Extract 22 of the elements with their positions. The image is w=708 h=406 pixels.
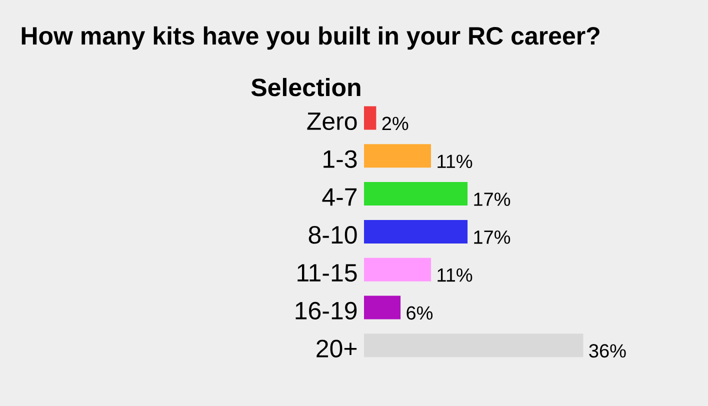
chart-title: How many kits have you built in your RC career? xyxy=(22,26,600,50)
y-tick-label: 8-10 xyxy=(308,226,357,244)
y-tick-label: Zero xyxy=(307,112,357,130)
bar xyxy=(364,258,431,282)
bar xyxy=(364,220,468,244)
y-axis-title: Selection xyxy=(251,78,360,96)
y-tick-label: 4-7 xyxy=(322,188,357,206)
bar xyxy=(364,296,401,320)
bar xyxy=(364,144,431,168)
y-tick-label: 1-3 xyxy=(324,150,357,168)
data-label: 11% xyxy=(438,154,472,168)
y-tick-label: 16-19 xyxy=(296,302,357,320)
bar xyxy=(364,106,376,130)
data-label: 11% xyxy=(438,268,472,282)
data-label: 6% xyxy=(406,306,433,320)
y-tick-label: 11-15 xyxy=(298,264,357,282)
data-label: 36% xyxy=(589,344,626,358)
bar xyxy=(364,182,468,206)
data-label: 17% xyxy=(474,192,510,206)
data-label: 2% xyxy=(382,116,408,130)
y-tick-label: 20+ xyxy=(316,340,357,358)
data-label: 17% xyxy=(474,230,510,244)
